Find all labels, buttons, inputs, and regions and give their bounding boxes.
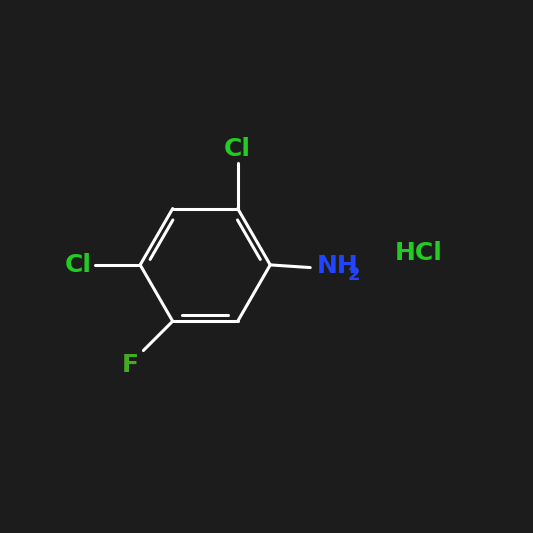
Text: HCl: HCl bbox=[394, 241, 442, 265]
Text: F: F bbox=[122, 353, 139, 377]
Text: NH: NH bbox=[317, 254, 358, 278]
Text: Cl: Cl bbox=[65, 253, 92, 277]
Text: Cl: Cl bbox=[224, 136, 251, 160]
Text: 2: 2 bbox=[348, 266, 360, 284]
